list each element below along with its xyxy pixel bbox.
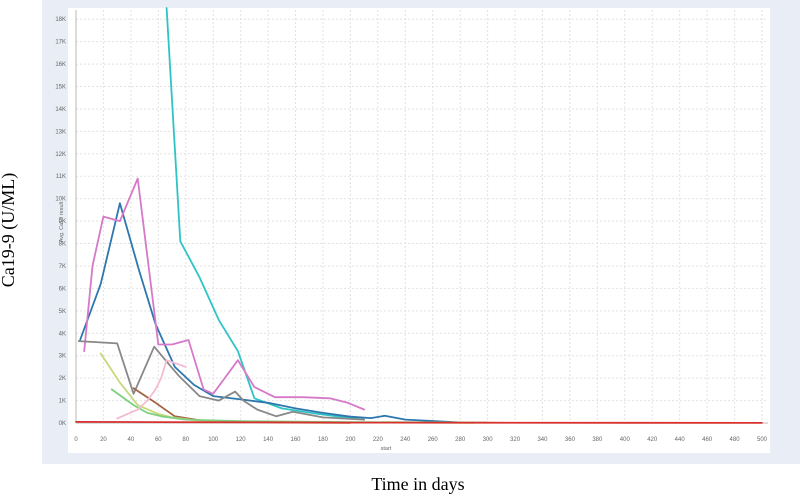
y-tick-label: 2K: [59, 376, 66, 382]
x-tick-label: 360: [565, 437, 576, 443]
series-line-8: [116, 359, 187, 420]
y-tick-label: 18K: [55, 17, 66, 23]
y-axis-title: Ca19-9 (U/ML): [0, 173, 19, 287]
x-tick-label: 0: [74, 437, 78, 443]
y-tick-label: 13K: [55, 129, 66, 135]
y-tick-label: 6K: [59, 286, 66, 292]
inner-y-axis-label: Avg. Ca19 result: [59, 201, 65, 242]
y-tick-label: 5K: [59, 309, 66, 315]
x-tick-label: 460: [702, 437, 713, 443]
series-line-3: [83, 177, 365, 411]
x-tick-label: 320: [510, 437, 521, 443]
y-tick-label: 11K: [56, 174, 66, 180]
x-tick-label: 20: [100, 437, 107, 443]
series-line-4: [77, 340, 365, 421]
plot-area: [68, 8, 770, 453]
series-lines: [75, 7, 763, 424]
y-tick-label: 14K: [55, 107, 66, 113]
y-tick-label: 12K: [55, 152, 66, 158]
x-tick-label: 420: [647, 437, 658, 443]
series-line-2: [79, 202, 464, 424]
x-tick-label: 220: [373, 437, 384, 443]
x-tick-label: 140: [263, 437, 274, 443]
x-tick-label: 240: [400, 437, 411, 443]
x-tick-label: 100: [208, 437, 219, 443]
y-tick-label: 4K: [59, 331, 66, 337]
x-tick-label: 300: [483, 437, 494, 443]
x-tick-label: 260: [428, 437, 439, 443]
y-tick-label: 16K: [55, 62, 66, 68]
x-tick-label: 280: [455, 437, 466, 443]
grid: [75, 10, 768, 424]
y-tick-label: 15K: [55, 85, 66, 91]
inner-x-axis-label: start: [381, 446, 392, 452]
series-line-9: [75, 421, 763, 424]
x-tick-label: 180: [318, 437, 329, 443]
x-tick-label: 120: [236, 437, 247, 443]
y-tick-label: 7K: [59, 264, 66, 270]
x-tick-label: 500: [757, 437, 768, 443]
x-tick-label: 160: [291, 437, 302, 443]
x-tick-label: 380: [592, 437, 603, 443]
y-tick-label: 9K: [59, 219, 66, 225]
y-tick-label: 3K: [59, 354, 66, 360]
y-axis-ticks: 0K 1K 2K 3K 4K 5K 6K 7K 8K 9K 10K 11K 12K 13K 14K 15K 16…: [55, 17, 66, 427]
x-tick-label: 340: [537, 437, 548, 443]
x-tick-label: 60: [155, 437, 162, 443]
x-tick-label: 400: [620, 437, 631, 443]
y-tick-label: 0K: [59, 421, 66, 427]
x-tick-label: 40: [128, 437, 135, 443]
y-tick-label: 1K: [59, 399, 66, 405]
y-tick-label: 17K: [55, 40, 66, 46]
y-tick-label: 10K: [55, 197, 66, 203]
x-tick-label: 480: [730, 437, 741, 443]
x-tick-label: 440: [675, 437, 686, 443]
x-axis-title: Time in days: [371, 474, 464, 494]
y-tick-label: 8K: [59, 242, 66, 248]
x-axis-ticks: 0 20 40 60 80 100 120 140 160 180 200 220 240 260 280 3…: [74, 437, 767, 443]
x-tick-label: 80: [182, 437, 189, 443]
x-tick-label: 200: [345, 437, 356, 443]
